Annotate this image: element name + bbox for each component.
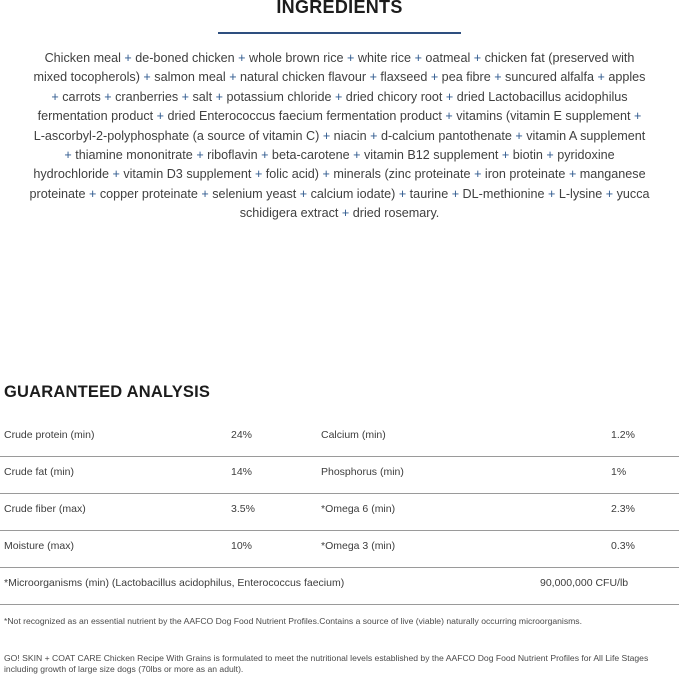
footnote: *Not recognized as an essential nutrient…: [4, 616, 582, 626]
analysis-row: Crude protein (min) 24% Calcium (min) 1.2%: [0, 419, 679, 457]
plus-separator: +: [568, 167, 577, 182]
plus-separator: +: [634, 109, 642, 124]
plus-separator: +: [112, 167, 120, 182]
plus-separator: +: [156, 109, 164, 124]
plus-separator: +: [229, 70, 237, 85]
plus-separator: +: [398, 186, 407, 201]
nutrient-value: 10%: [231, 540, 253, 552]
plus-separator: +: [89, 186, 97, 201]
nutrient-value: 1.2%: [611, 429, 635, 441]
plus-separator: +: [501, 148, 510, 163]
micro-value: 90,000,000 CFU/lb: [540, 577, 629, 589]
plus-separator: +: [515, 128, 523, 143]
nutrient-value: 0.3%: [611, 540, 635, 552]
plus-separator: +: [51, 89, 59, 104]
analysis-row: Crude fat (min) 14% Phosphorus (min) 1%: [0, 456, 679, 494]
plus-separator: +: [353, 148, 361, 163]
ingredients-title: INGREDIENTS: [276, 0, 403, 17]
plus-separator: +: [473, 51, 482, 65]
plus-separator: +: [196, 148, 204, 163]
analysis-row: Crude fiber (max) 3.5% *Omega 6 (min) 2.3%: [0, 493, 679, 531]
plus-separator: +: [261, 148, 269, 163]
plus-separator: +: [322, 167, 330, 182]
plus-separator: +: [474, 167, 482, 182]
ingredients-line: + carrots + cranberries + salt + potassi…: [51, 89, 628, 104]
ingredients-line: Chicken meal + de-boned chicken + whole …: [44, 51, 635, 65]
plus-separator: +: [414, 51, 422, 65]
plus-separator: +: [370, 128, 378, 143]
plus-separator: +: [451, 186, 460, 201]
plus-separator: +: [238, 51, 246, 65]
nutrient-label: Calcium (min): [321, 429, 386, 441]
micro-row: *Microorganisms (min) (Lactobacillus aci…: [0, 567, 679, 605]
plus-separator: +: [334, 89, 343, 104]
plus-separator: +: [215, 89, 223, 104]
nutrient-label: Moisture (max): [4, 540, 75, 552]
nutrient-label: *Omega 6 (min): [321, 503, 396, 515]
plus-separator: +: [546, 148, 554, 163]
plus-separator: +: [201, 186, 209, 201]
nutrient-label: Crude protein (min): [4, 429, 95, 441]
nutrient-label: *Omega 3 (min): [321, 540, 396, 552]
plus-separator: +: [445, 109, 453, 124]
plus-separator: +: [254, 167, 263, 182]
analysis-title: GUARANTEED ANALYSIS: [4, 383, 211, 401]
ingredients-line: L-ascorbyl-2-polyphosphate (a source of …: [33, 128, 646, 143]
nutrient-value: 1%: [611, 466, 627, 478]
plus-separator: +: [341, 206, 350, 221]
title-underline: [218, 32, 461, 34]
plus-separator: +: [104, 89, 112, 104]
aafco-statement: GO! SKIN + COAT CARE Chicken Recipe With…: [4, 653, 649, 674]
plus-separator: +: [143, 70, 151, 85]
analysis-row: Moisture (max) 10% *Omega 3 (min) 0.3%: [0, 530, 679, 568]
nutrient-value: 14%: [231, 466, 253, 478]
plus-separator: +: [322, 128, 331, 143]
plus-separator: +: [597, 70, 605, 85]
micro-label: *Microorganisms (min) (Lactobacillus aci…: [4, 577, 345, 589]
nutrient-value: 2.3%: [611, 503, 635, 515]
ingredients-line: proteinate + copper proteinate + seleniu…: [29, 186, 650, 201]
plus-separator: +: [181, 89, 189, 104]
ingredients-line: + thiamine mononitrate + riboflavin + be…: [64, 148, 615, 163]
plus-separator: +: [124, 51, 132, 65]
nutrient-value: 24%: [231, 429, 253, 441]
plus-separator: +: [445, 89, 454, 104]
nutrient-label: Phosphorus (min): [321, 466, 404, 478]
ingredients-line: fermentation product + dried Enterococcu…: [37, 109, 642, 124]
ingredients-line: schidigera extract + dried rosemary.: [239, 206, 440, 221]
plus-separator: +: [605, 186, 614, 201]
ingredients-line: mixed tocopherols) + salmon meal + natur…: [33, 70, 646, 85]
nutrient-label: Crude fiber (max): [4, 503, 86, 515]
plus-separator: +: [547, 186, 556, 201]
plus-separator: +: [369, 70, 377, 85]
plus-separator: +: [299, 186, 308, 201]
plus-separator: +: [64, 148, 72, 163]
nutrient-value: 3.5%: [231, 503, 255, 515]
ingredients-text: Chicken meal + de-boned chicken + whole …: [0, 49, 679, 224]
nutrient-label: Crude fat (min): [4, 466, 75, 478]
plus-separator: +: [494, 70, 502, 85]
plus-separator: +: [430, 70, 439, 85]
plus-separator: +: [347, 51, 355, 65]
ingredients-line: hydrochloride + vitamin D3 supplement + …: [33, 167, 646, 182]
